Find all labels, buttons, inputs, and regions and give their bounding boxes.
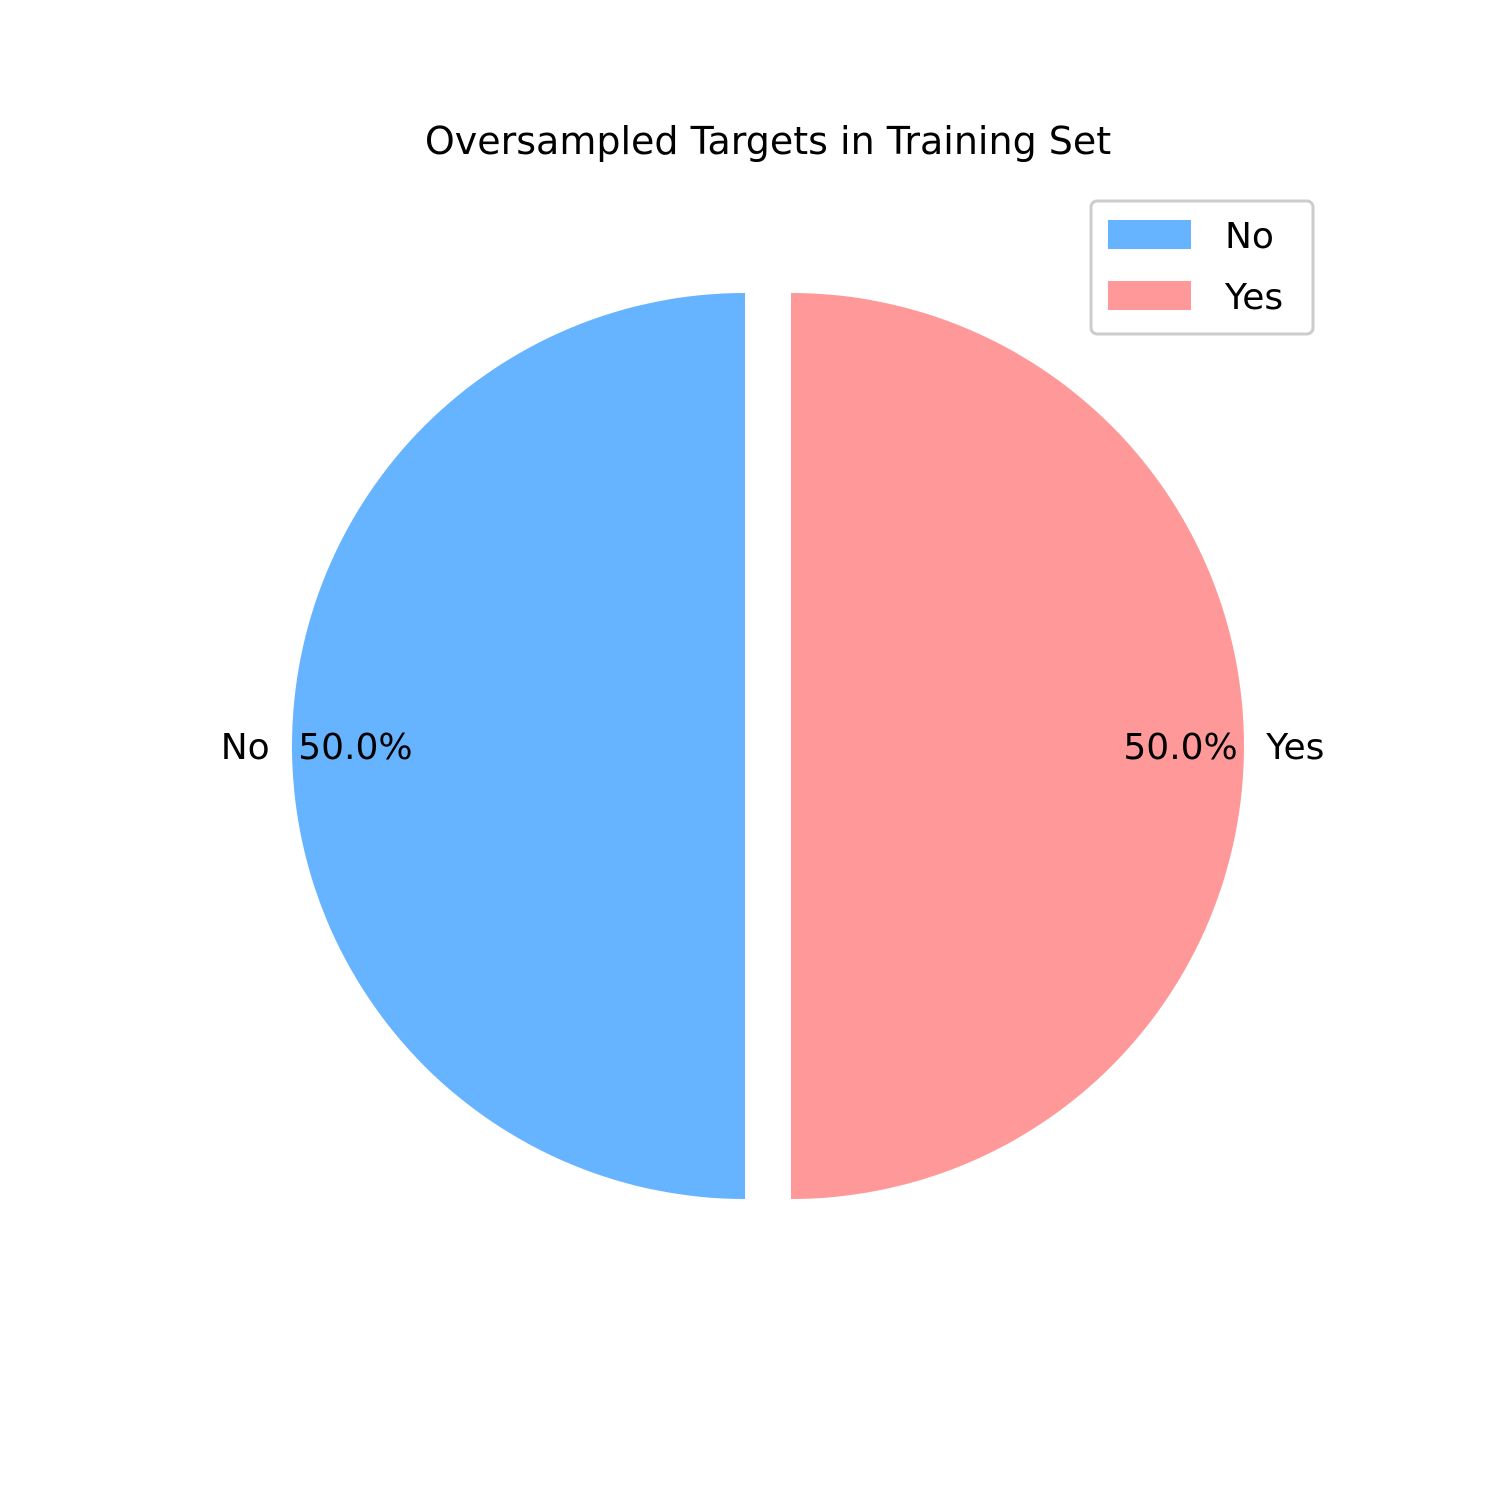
slice-pct-label-yes: 50.0% (1123, 727, 1237, 768)
pie-labels: No 50.0% Yes 50.0% (221, 727, 1325, 768)
pie-slice-yes (791, 293, 1244, 1199)
legend-swatch-yes (1108, 281, 1191, 310)
legend-label-yes: Yes (1224, 277, 1283, 318)
slice-label-yes: Yes (1265, 727, 1324, 768)
slice-pct-label-no: 50.0% (298, 727, 412, 768)
legend-label-no: No (1225, 216, 1274, 257)
legend: No Yes (1089, 199, 1315, 336)
pie-slice-no (292, 293, 745, 1199)
chart-title: Oversampled Targets in Training Set (425, 119, 1111, 163)
legend-swatch-no (1108, 220, 1191, 249)
pie-slices (292, 293, 1244, 1199)
slice-label-no: No (221, 727, 270, 768)
